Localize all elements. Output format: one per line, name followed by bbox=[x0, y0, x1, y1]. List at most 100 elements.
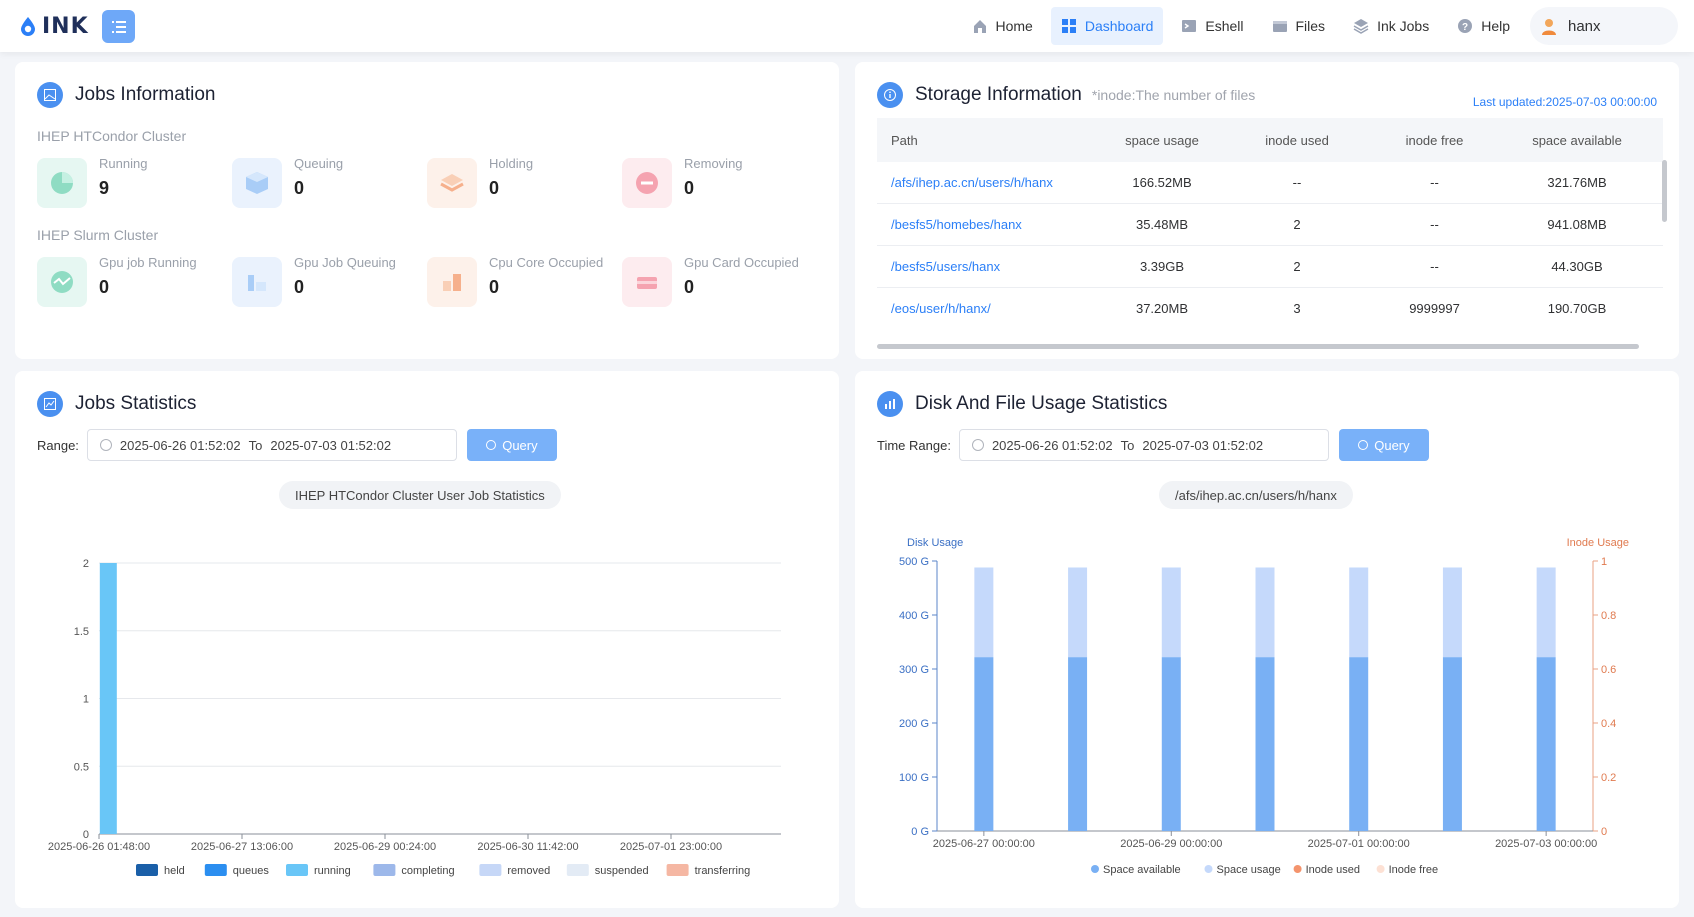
y-left-axis-label: Disk Usage bbox=[907, 537, 963, 549]
legend-label: Inode free bbox=[1389, 864, 1439, 876]
vertical-scrollbar[interactable] bbox=[1662, 160, 1667, 222]
top-bar: INK Home Dashboard Eshell Files Ink Jobs bbox=[0, 0, 1694, 52]
col-space-usage[interactable]: space usage bbox=[1125, 132, 1199, 148]
legend-label: running bbox=[314, 865, 351, 877]
path-link[interactable]: /afs/ihep.ac.cn/users/h/hanx bbox=[891, 175, 1053, 190]
user-menu[interactable]: hanx bbox=[1530, 7, 1678, 45]
y-tick-label: 1.5 bbox=[74, 626, 89, 638]
search-icon bbox=[486, 440, 497, 450]
y-tick-label: 1 bbox=[83, 694, 89, 706]
y-tick-label: 0.5 bbox=[74, 761, 89, 773]
nav-files-label: Files bbox=[1295, 18, 1326, 34]
disk-statistics-title: Disk And File Usage Statistics bbox=[877, 391, 1167, 417]
col-path[interactable]: Path bbox=[891, 132, 918, 148]
path-link[interactable]: /besfs5/homebes/hanx bbox=[891, 217, 1022, 232]
table-row[interactable]: /besfs5/users/hanx 3.39GB 2 -- 44.30GB bbox=[877, 246, 1663, 288]
legend-swatch bbox=[136, 864, 158, 876]
legend-swatch bbox=[373, 864, 396, 876]
search-icon bbox=[1358, 440, 1369, 450]
table-row[interactable]: /afs/ihep.ac.cn/users/h/hanx 166.52MB --… bbox=[877, 162, 1663, 204]
stat-cpu-core-occupied: Cpu Core Occupied 0 bbox=[427, 253, 617, 309]
y-right-tick-label: 0 bbox=[1601, 826, 1607, 838]
bar-space-usage bbox=[1255, 567, 1275, 658]
range-end[interactable]: 2025-07-03 01:52:02 bbox=[270, 437, 392, 453]
clock-icon bbox=[99, 439, 112, 451]
legend-label: completing bbox=[401, 865, 454, 877]
nav-dashboard[interactable]: Dashboard bbox=[1050, 7, 1164, 45]
col-inode-used[interactable]: inode used bbox=[1265, 132, 1329, 148]
query-button[interactable]: Query bbox=[1338, 429, 1429, 461]
y-right-tick-label: 0.4 bbox=[1601, 718, 1616, 730]
nav-eshell[interactable]: Eshell bbox=[1171, 7, 1253, 45]
chart-subtitle: /afs/ihep.ac.cn/users/h/hanx bbox=[1159, 481, 1353, 509]
nav-dashboard-label: Dashboard bbox=[1084, 18, 1154, 34]
legend-swatch bbox=[1376, 865, 1385, 873]
bar-space-available bbox=[1161, 657, 1181, 831]
bar-chart-icon bbox=[877, 391, 903, 417]
menu-list-icon bbox=[111, 20, 126, 33]
x-tick-label: 2025-07-01 23:00:00 bbox=[620, 841, 722, 853]
legend-label: Inode used bbox=[1306, 864, 1360, 876]
bar-space-usage bbox=[1161, 567, 1181, 658]
x-tick-label: 2025-06-26 01:48:00 bbox=[48, 841, 150, 853]
table-row[interactable]: /eos/user/h/hanx/ 37.20MB 3 9999997 190.… bbox=[877, 288, 1663, 328]
table-row[interactable]: /besfs5/homebes/hanx 35.48MB 2 -- 941.08… bbox=[877, 204, 1663, 246]
legend-label: queues bbox=[233, 865, 270, 877]
menu-toggle-button[interactable] bbox=[102, 10, 135, 43]
x-tick-label: 2025-06-27 13:06:00 bbox=[191, 841, 293, 853]
legend-label: Space usage bbox=[1217, 864, 1281, 876]
storage-information-title: Storage Information *inode:The number of… bbox=[877, 82, 1255, 108]
gpu-card-icon bbox=[622, 257, 672, 307]
time-range-label: Time Range: bbox=[877, 437, 951, 453]
jobs-statistics-title: Jobs Statistics bbox=[37, 391, 196, 417]
storage-table: Path space usage inode used inode free s… bbox=[877, 118, 1663, 328]
minus-circle-icon bbox=[622, 158, 672, 208]
bar-space-available bbox=[1255, 657, 1275, 831]
x-tick-label: 2025-07-01 00:00:00 bbox=[1308, 838, 1410, 850]
x-tick-label: 2025-07-03 00:00:00 bbox=[1495, 838, 1597, 850]
terminal-icon bbox=[1182, 20, 1197, 32]
bar-space-available bbox=[1442, 657, 1462, 831]
jobs-information-title: Jobs Information bbox=[37, 82, 215, 108]
y-left-tick-label: 300 G bbox=[899, 664, 929, 676]
nav-help[interactable]: ? Help bbox=[1447, 7, 1520, 45]
date-range-picker[interactable]: 2025-06-26 01:52:02 To 2025-07-03 01:52:… bbox=[958, 429, 1329, 461]
bar-space-usage bbox=[1536, 567, 1556, 658]
query-button[interactable]: Query bbox=[466, 429, 557, 461]
user-name: hanx bbox=[1568, 17, 1601, 35]
y-right-tick-label: 0.2 bbox=[1601, 772, 1616, 784]
inode-hint: *inode:The number of files bbox=[1091, 87, 1256, 103]
jobs-information-card: Jobs Information IHEP HTCondor Cluster R… bbox=[15, 62, 839, 359]
table-body[interactable]: /afs/ihep.ac.cn/users/h/hanx 166.52MB --… bbox=[877, 162, 1663, 328]
y-left-tick-label: 500 G bbox=[899, 556, 929, 568]
brand-logo[interactable]: INK bbox=[20, 12, 89, 40]
legend-swatch bbox=[204, 864, 227, 876]
bar-space-available bbox=[1068, 657, 1088, 831]
disk-statistics-card: Disk And File Usage Statistics Time Rang… bbox=[855, 371, 1679, 908]
range-start[interactable]: 2025-06-26 01:52:02 bbox=[991, 437, 1113, 453]
nav-files[interactable]: Files bbox=[1262, 7, 1336, 45]
range-start[interactable]: 2025-06-26 01:52:02 bbox=[119, 437, 241, 453]
jobs-range-row: Range: 2025-06-26 01:52:02 To 2025-07-03… bbox=[37, 429, 557, 461]
stat-queuing: Queuing 0 bbox=[232, 154, 422, 210]
path-link[interactable]: /besfs5/users/hanx bbox=[891, 259, 1001, 274]
nav-home[interactable]: Home bbox=[962, 7, 1043, 45]
x-tick-label: 2025-06-29 00:00:00 bbox=[1120, 838, 1222, 850]
col-inode-free[interactable]: inode free bbox=[1405, 132, 1464, 148]
path-link[interactable]: /eos/user/h/hanx/ bbox=[891, 301, 991, 316]
bar-space-usage bbox=[1442, 567, 1462, 658]
bar-space-usage bbox=[1349, 567, 1369, 658]
date-range-picker[interactable]: 2025-06-26 01:52:02 To 2025-07-03 01:52:… bbox=[86, 429, 457, 461]
bar-space-available bbox=[1536, 657, 1556, 831]
legend-swatch bbox=[1293, 865, 1302, 873]
htcondor-cluster-label: IHEP HTCondor Cluster bbox=[37, 128, 187, 144]
y-right-tick-label: 0.8 bbox=[1601, 610, 1616, 622]
info-icon bbox=[877, 82, 903, 108]
nav-ink-jobs-label: Ink Jobs bbox=[1377, 18, 1430, 34]
avatar bbox=[1542, 19, 1556, 35]
image-icon bbox=[37, 82, 63, 108]
horizontal-scrollbar[interactable] bbox=[877, 344, 1639, 349]
nav-ink-jobs[interactable]: Ink Jobs bbox=[1343, 7, 1439, 45]
range-end[interactable]: 2025-07-03 01:52:02 bbox=[1142, 437, 1264, 453]
col-space-available[interactable]: space available bbox=[1532, 132, 1622, 148]
